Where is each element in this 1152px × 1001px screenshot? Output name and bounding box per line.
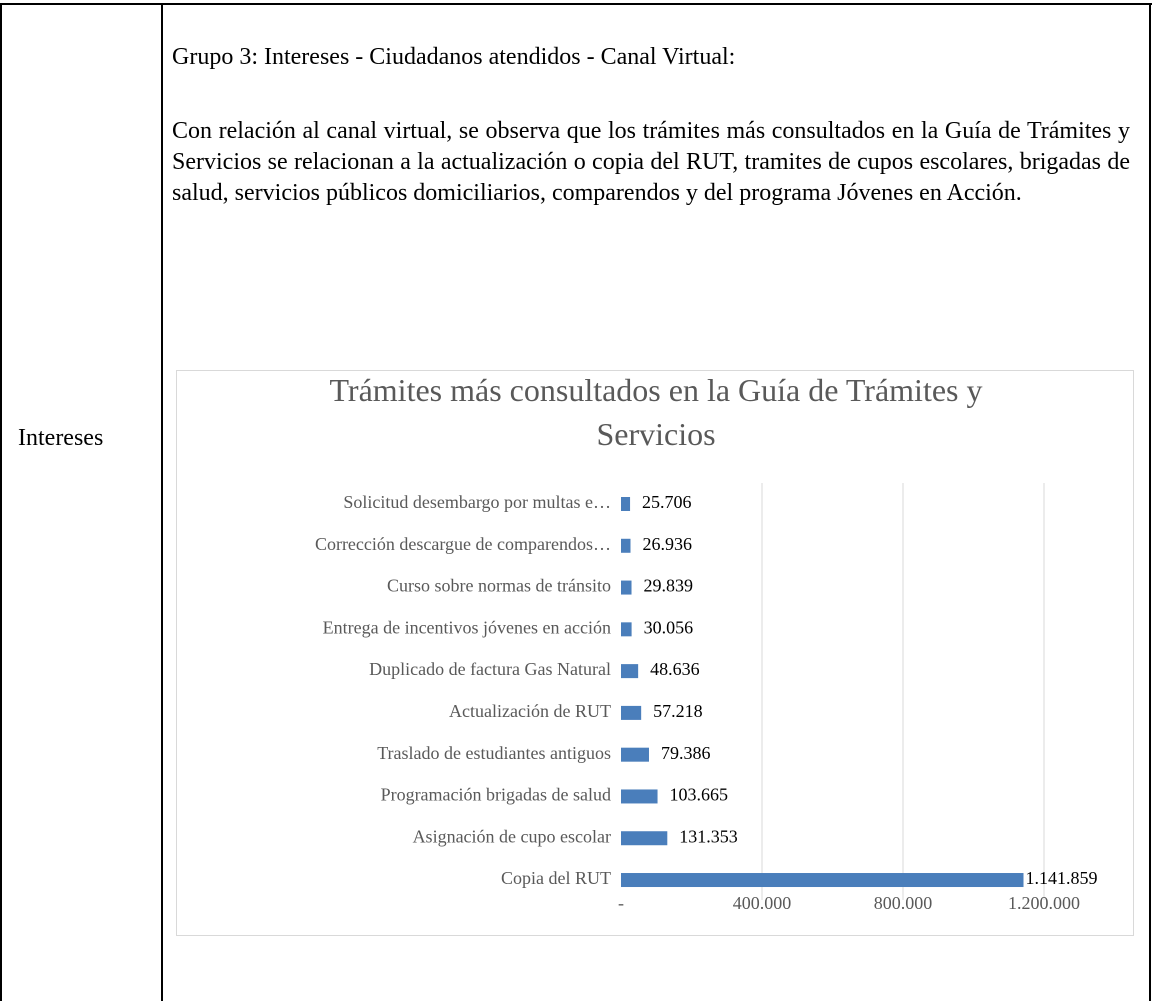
table-border [161, 3, 163, 1001]
y-tick-label: Entrega de incentivos jóvenes en acción [323, 617, 611, 637]
bar [621, 873, 1024, 888]
y-tick-label: Asignación de cupo escolar [413, 826, 611, 846]
y-tick-label: Corrección descargue de comparendos… [315, 534, 611, 554]
paragraph: Con relación al canal virtual, se observ… [172, 118, 1130, 206]
y-tick-label: Traslado de estudiantes antiguos [377, 743, 611, 763]
data-label: 25.706 [642, 492, 692, 512]
data-label: 26.936 [642, 534, 692, 554]
bar [621, 497, 631, 511]
y-tick-label: Programación brigadas de salud [381, 785, 611, 805]
x-tick-label: 1.200.000 [1008, 893, 1080, 913]
y-tick-label: Copia del RUT [501, 868, 611, 888]
heading: Grupo 3: Intereses - Ciudadanos atendido… [172, 44, 736, 70]
data-label: 48.636 [650, 659, 700, 679]
chart-title: Trámites más consultados en la Guía de T… [329, 372, 983, 452]
data-label: 30.056 [644, 617, 694, 637]
data-label: 29.839 [644, 576, 694, 596]
bar [621, 538, 631, 553]
chart-frame [176, 370, 1134, 936]
x-tick-label: - [618, 893, 624, 913]
bar [621, 789, 658, 804]
bar [621, 831, 668, 846]
y-tick-label: Actualización de RUT [449, 701, 611, 721]
y-tick-label: Duplicado de factura Gas Natural [369, 659, 611, 679]
data-label: 1.141.859 [1026, 868, 1098, 888]
table-border [0, 3, 2, 1001]
bar [621, 622, 632, 637]
data-label: 57.218 [653, 701, 703, 721]
bar [621, 664, 639, 679]
bar [621, 580, 632, 595]
row-label: Intereses [18, 425, 104, 451]
data-label: 131.353 [679, 826, 738, 846]
bar [621, 705, 642, 720]
data-label: 103.665 [670, 785, 729, 805]
data-label: 79.386 [661, 743, 711, 763]
table-border [0, 3, 1152, 5]
y-tick-label: Solicitud desembargo por multas e… [343, 492, 611, 512]
bar [621, 747, 649, 762]
table-border [1149, 3, 1151, 1001]
x-tick-label: 800.000 [874, 893, 933, 913]
x-tick-label: 400.000 [733, 893, 792, 913]
y-tick-label: Curso sobre normas de tránsito [387, 576, 611, 596]
